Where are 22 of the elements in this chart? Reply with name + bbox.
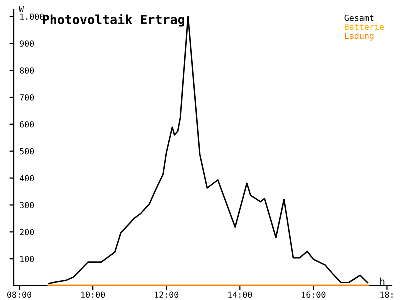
x-axis-title: h	[380, 278, 385, 286]
y-tick-label: 100	[20, 256, 34, 262]
y-tick-label: 200	[20, 229, 34, 236]
x-tick-label: 18:	[380, 292, 393, 298]
y-axis-title: W	[19, 6, 24, 12]
text: Gesamt	[344, 14, 374, 22]
y-tick-label: 800	[20, 68, 34, 74]
x-tick-label: 16:00	[302, 292, 326, 298]
x-tick-label: 10:00	[82, 292, 106, 298]
y-tick-label: 600	[20, 121, 34, 128]
x-tick-label: 14:00	[228, 292, 252, 298]
y-tick-label: 300	[20, 202, 34, 209]
y-tick-label: 700	[20, 94, 34, 101]
y-tick-label: 1.000	[20, 14, 44, 20]
text: Ladung	[345, 32, 374, 41]
x-tick-label: 12:00	[155, 292, 179, 298]
chart-title: Photovoltaik Ertrag	[43, 14, 184, 27]
x-tick-label: 08:00	[8, 292, 32, 298]
y-tick-label: 900	[20, 40, 34, 47]
y-tick-label: 500	[20, 148, 34, 155]
y-tick-label: 400	[20, 175, 34, 182]
text: Batterie	[345, 24, 384, 30]
